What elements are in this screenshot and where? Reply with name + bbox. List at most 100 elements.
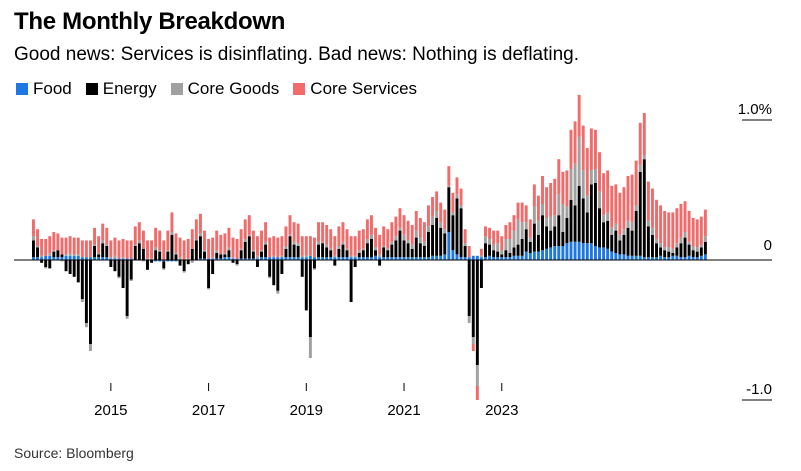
- bar-energy: [459, 208, 463, 258]
- bar-food: [467, 257, 471, 260]
- bar-core-services: [276, 237, 280, 258]
- bar-energy: [170, 234, 174, 260]
- bar-core-services: [679, 204, 683, 238]
- bar-core-goods: [337, 246, 341, 249]
- bar-food: [203, 258, 206, 260]
- bar-core-services: [312, 237, 316, 258]
- bar-core-goods: [589, 170, 593, 185]
- bar-core-goods: [614, 223, 618, 231]
- bar-core-goods: [300, 255, 304, 258]
- bar-core-services: [141, 230, 145, 249]
- bar-core-services: [292, 222, 296, 242]
- bar-food: [89, 257, 92, 260]
- bar-core-services: [467, 246, 471, 258]
- bar-core-goods: [264, 241, 268, 245]
- bar-core-goods: [606, 212, 610, 221]
- bar-energy: [125, 260, 129, 316]
- bar-core-services: [618, 192, 622, 235]
- bar-core-services: [317, 222, 320, 242]
- bar-core-services: [557, 159, 561, 195]
- bar-food: [524, 251, 528, 260]
- bar-core-goods: [194, 239, 198, 241]
- bar-core-goods: [235, 264, 239, 266]
- bar-food: [101, 257, 105, 260]
- bar-core-services: [72, 237, 76, 255]
- bar-food: [622, 254, 626, 260]
- bar-core-goods: [251, 250, 255, 252]
- bar-food: [345, 257, 349, 260]
- bar-core-goods: [227, 247, 231, 251]
- bar-core-services: [264, 222, 268, 242]
- bar-energy: [410, 248, 414, 258]
- bar-core-services: [431, 197, 435, 217]
- bar-core-goods: [280, 255, 284, 258]
- bar-food: [357, 257, 361, 260]
- bar-core-services: [345, 229, 349, 249]
- bar-core-services: [219, 234, 223, 255]
- bar-food: [365, 257, 369, 260]
- bar-energy: [361, 250, 365, 258]
- bar-food: [427, 257, 430, 260]
- bar-food: [113, 258, 117, 260]
- bar-core-goods: [492, 244, 496, 251]
- bar-energy: [166, 251, 170, 260]
- bar-food: [557, 246, 561, 260]
- bar-core-services: [671, 212, 675, 249]
- bar-energy: [402, 240, 406, 258]
- bar-food: [264, 257, 268, 260]
- bar-food: [93, 257, 97, 260]
- x-tick-label: 2019: [290, 402, 323, 419]
- bar-food: [56, 257, 60, 260]
- bar-core-services: [288, 215, 292, 235]
- bar-food: [349, 257, 353, 260]
- bar-food: [634, 255, 638, 260]
- bar-core-services: [394, 216, 398, 237]
- bar-core-goods: [146, 258, 149, 260]
- bar-core-goods: [598, 191, 601, 209]
- bar-core-services: [105, 227, 109, 245]
- bar-food: [561, 246, 565, 260]
- bar-energy: [255, 260, 259, 267]
- bar-core-goods: [593, 169, 597, 183]
- bar-food: [382, 257, 386, 260]
- legend-item-core-goods: Core Goods: [170, 79, 279, 99]
- bar-energy: [390, 244, 394, 258]
- bar-energy: [182, 260, 186, 272]
- bar-energy: [512, 247, 516, 256]
- bar-core-goods: [329, 248, 333, 251]
- bar-food: [251, 258, 255, 260]
- bar-core-goods: [455, 194, 459, 199]
- bar-food: [97, 257, 101, 260]
- bar-core-services: [255, 236, 259, 256]
- bar-core-services: [593, 129, 597, 169]
- bar-core-goods: [659, 243, 663, 248]
- bar-energy: [691, 250, 695, 258]
- chart-title: The Monthly Breakdown: [14, 8, 286, 35]
- bar-energy: [598, 208, 601, 248]
- bar-core-goods: [467, 316, 471, 323]
- bar-food: [488, 255, 492, 260]
- bar-food: [247, 258, 251, 260]
- bar-core-goods: [105, 244, 109, 246]
- bar-energy: [406, 243, 410, 258]
- bar-core-services: [223, 233, 227, 253]
- bar-core-goods: [317, 241, 320, 245]
- bar-energy: [121, 260, 125, 288]
- bar-group: [32, 94, 707, 400]
- bar-core-goods: [561, 204, 565, 232]
- bar-core-goods: [357, 250, 361, 253]
- bar-core-services: [198, 213, 202, 234]
- bar-core-goods: [675, 243, 679, 248]
- bar-food: [646, 257, 650, 260]
- bar-energy: [80, 260, 84, 300]
- bar-core-services: [296, 223, 300, 244]
- bar-core-goods: [418, 237, 422, 244]
- y-tick-label: 0: [764, 237, 772, 254]
- bar-core-goods: [255, 255, 259, 259]
- bar-energy: [475, 260, 479, 365]
- x-tick-label: 2015: [94, 402, 127, 419]
- bar-energy: [626, 227, 630, 256]
- bar-energy: [646, 226, 650, 258]
- bar-food: [280, 257, 284, 260]
